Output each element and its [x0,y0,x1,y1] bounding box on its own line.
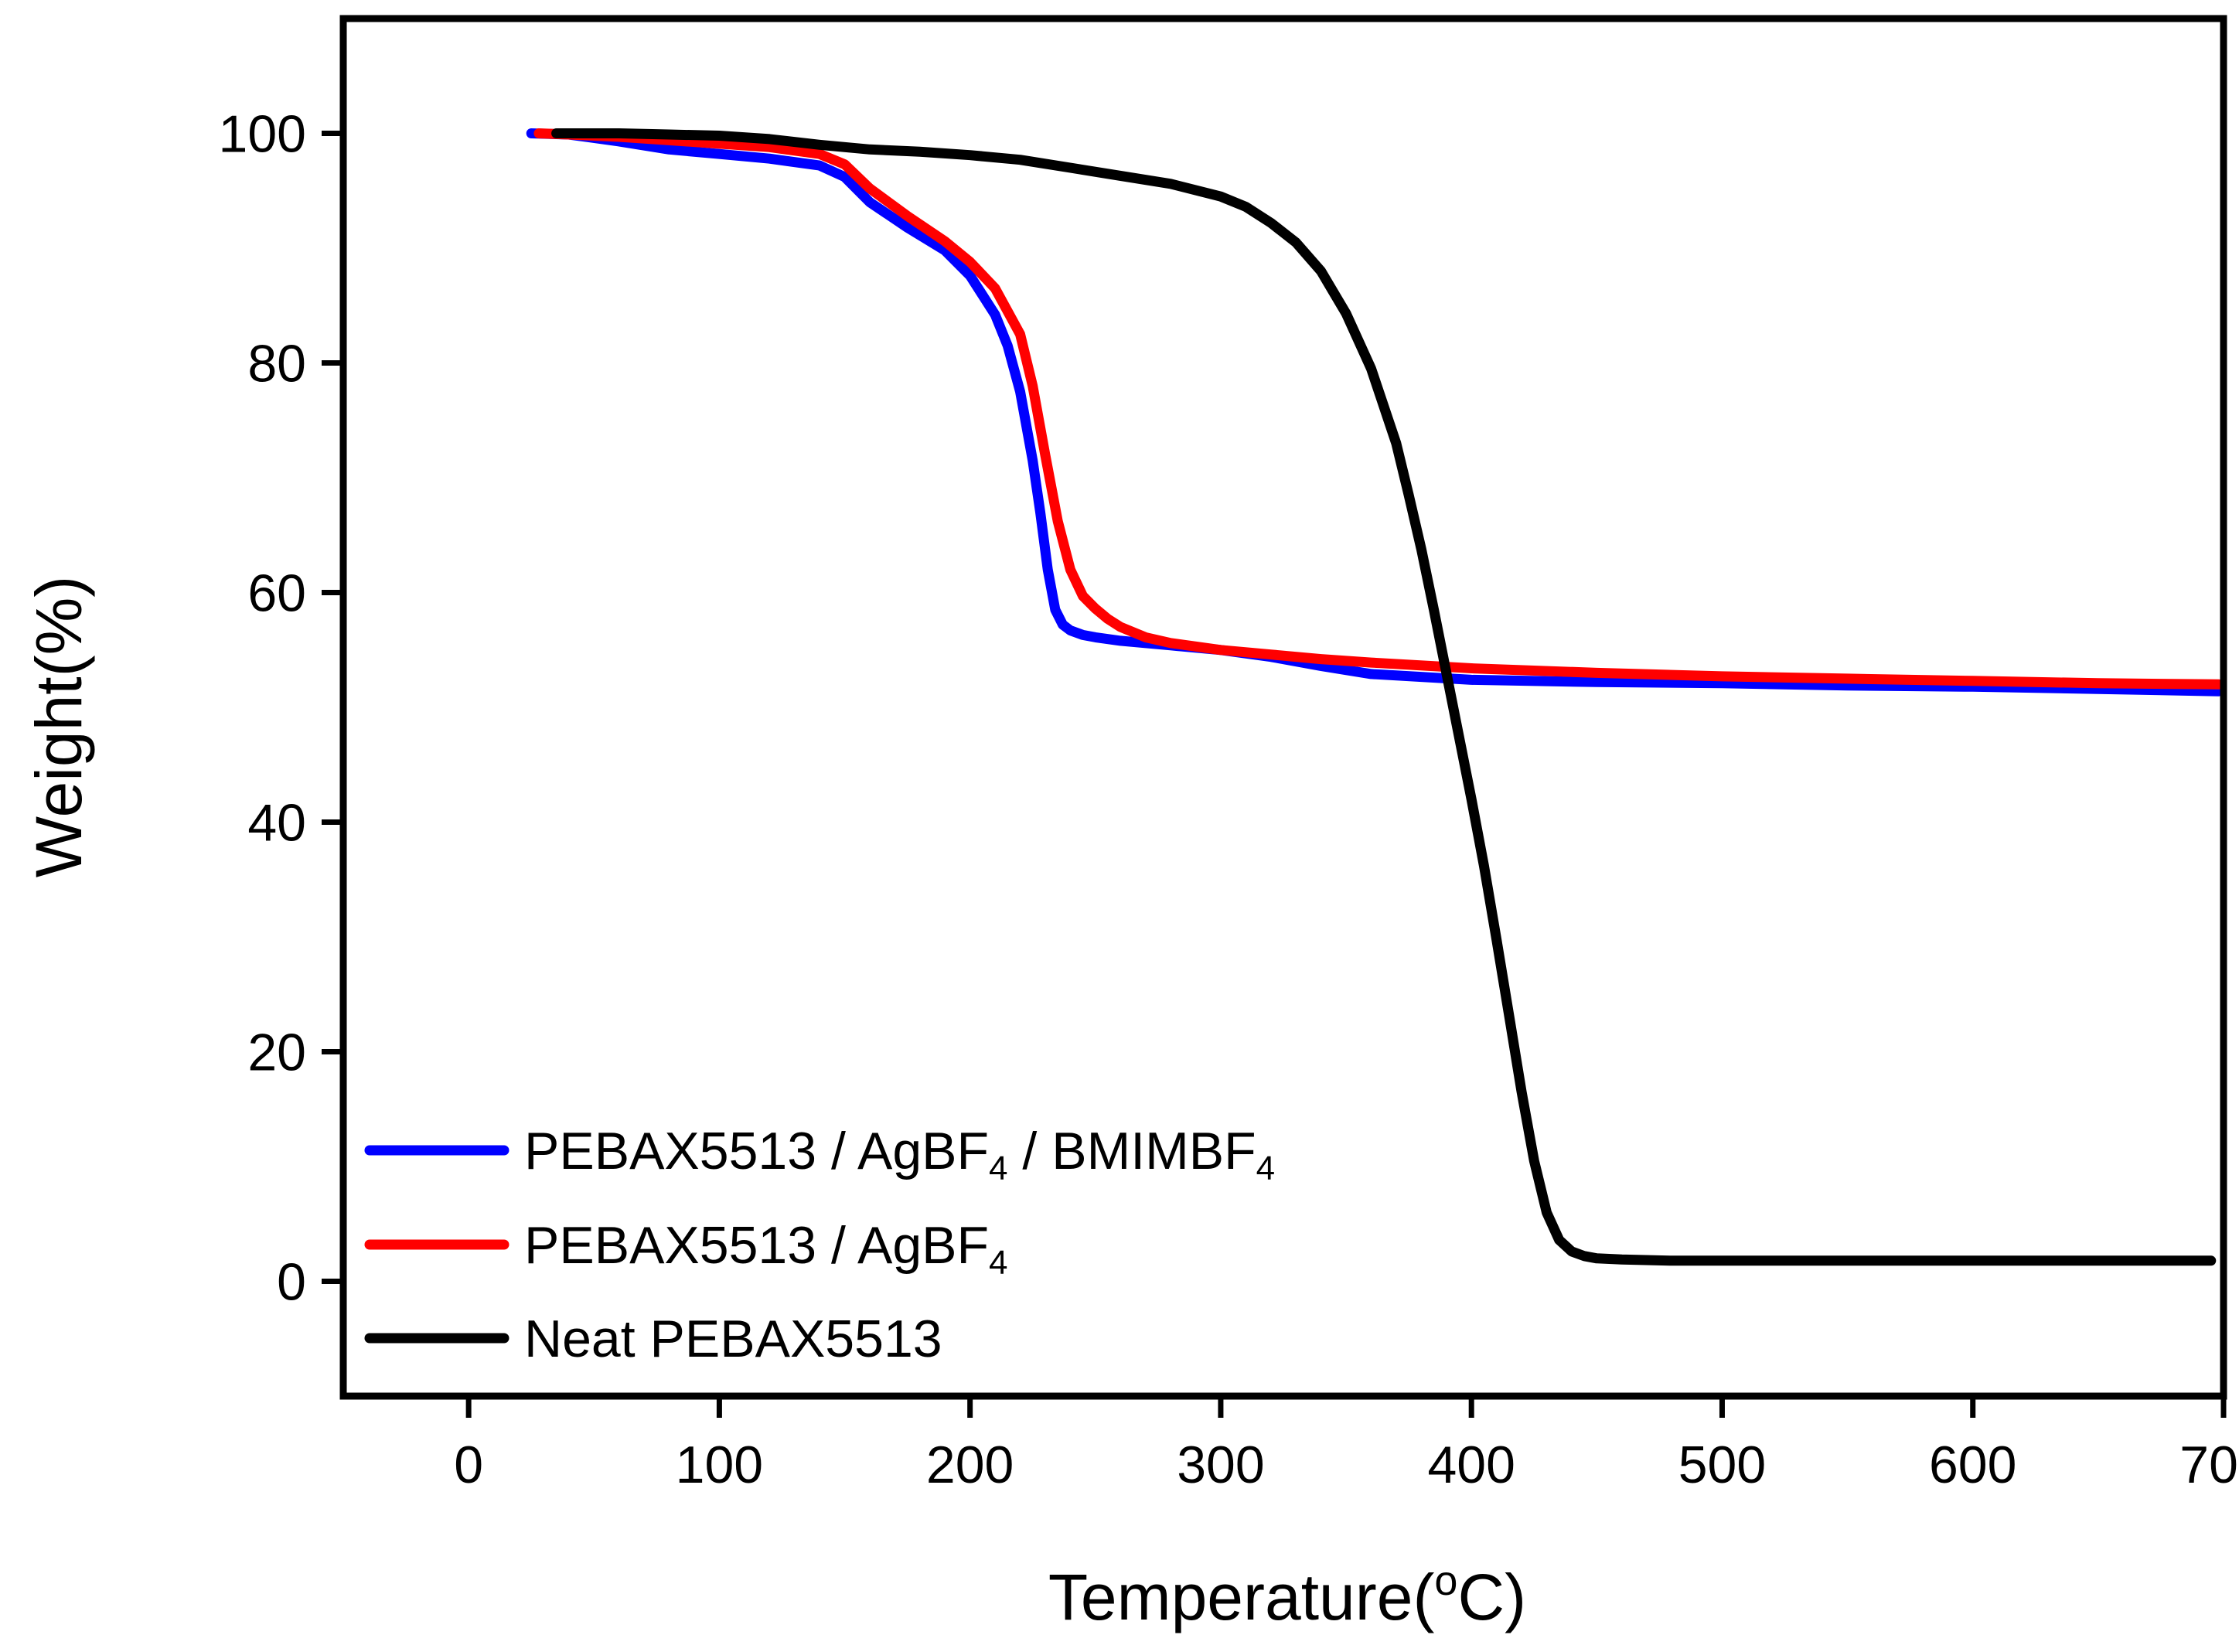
y-tick-label: 20 [247,1024,306,1082]
axis-layer: 0 100 200 300 400 500 600 700 0 20 40 60 80 100 [219,105,2239,1495]
y-tick-label: 0 [277,1253,306,1312]
x-tick-label: 300 [1177,1436,1264,1494]
series-line-neat-pebax [551,128,2217,1266]
series-line-pebax-agbf4-bmimbf4 [526,128,2224,697]
legend: PEBAX5513 / AgBF4 / BMIMBF4 PEBAX5513 / … [364,1122,1275,1368]
x-tick-label: 200 [926,1436,1014,1494]
y-tick-label: 80 [247,335,306,393]
legend-label-pebax-agbf4-bmimbf4: PEBAX5513 / AgBF4 / BMIMBF4 [524,1122,1275,1187]
legend-label-neat-pebax: Neat PEBAX5513 [524,1310,942,1368]
x-tick-label: 100 [676,1436,763,1494]
y-tick-label: 60 [247,564,306,623]
legend-label-pebax-agbf4: PEBAX5513 / AgBF4 [524,1216,1008,1282]
x-tick-label: 0 [454,1436,483,1494]
plot-frame [339,15,2227,1400]
x-tick-label: 700 [2179,1436,2239,1494]
series-line-pebax-agbf4 [533,128,2224,690]
series-layer [526,128,2224,1266]
x-tick-label: 500 [1678,1436,1766,1494]
y-tick-label: 100 [219,105,306,164]
x-tick-label: 400 [1427,1436,1515,1494]
y-axis-title: Weight(%) [22,576,95,878]
x-axis-title: Temperature(oC) [1048,1558,1526,1633]
x-tick-label: 600 [1929,1436,2016,1494]
y-tick-label: 40 [247,794,306,853]
